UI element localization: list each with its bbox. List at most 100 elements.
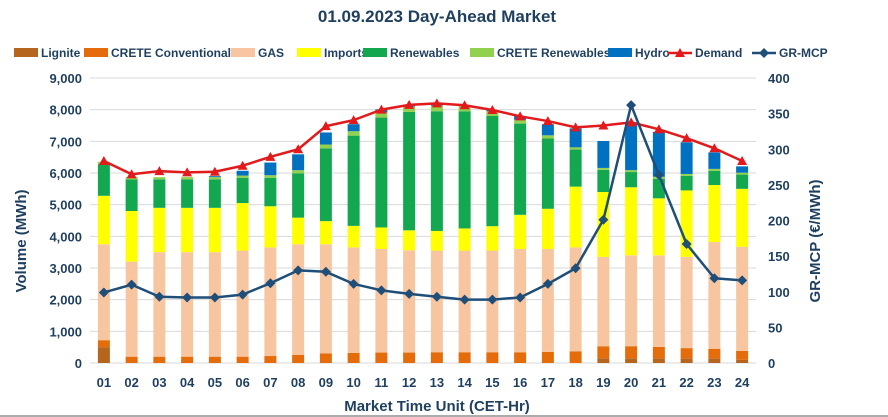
legend-item-gr-mcp: GR-MCP [752,46,828,60]
x-tick-label: 24 [735,375,750,390]
y-tick-label: 3,000 [49,261,82,276]
x-axis-label: Market Time Unit (CET-Hr) [344,398,530,415]
bar-crete-conventional [375,352,388,363]
bar-gas [680,256,693,349]
bar-crete-renewables [625,170,638,173]
bar-renewables [403,111,416,231]
point-gr-mcp [431,291,442,302]
bar-imports [541,208,554,249]
legend-label: Renewables [390,46,460,60]
bar-hydro [541,124,554,136]
bar-gas [652,255,665,347]
legend-item-imports: Imports [297,46,368,60]
gridlines [90,77,756,364]
bar-crete-conventional [153,356,166,363]
bar-crete-conventional [541,351,554,363]
point-gr-mcp [376,285,387,296]
legend-label: CRETE Conventional [111,46,231,60]
y2-axis-label: GR-MCP (€/MWh) [807,179,824,302]
y-tick-label: 9,000 [49,71,82,86]
legend-item-demand: Demand [668,46,742,60]
bar-renewables [264,177,277,207]
bar-hydro [347,124,360,132]
point-demand [626,117,637,127]
y-axis-ticks: 0 1,000 2,000 3,000 4,000 5,000 6,000 7,000 8,00… [49,71,82,371]
bar-renewables [208,179,221,208]
bar-renewables [236,177,249,204]
legend-label: GAS [258,46,284,60]
x-tick-label: 14 [457,375,472,390]
bar-imports [125,211,138,262]
point-gr-mcp [542,278,553,289]
point-demand [542,116,553,126]
bar-gas [736,246,749,351]
bar-hydro [625,122,638,171]
bar-crete-conventional [569,351,582,363]
stacked-bars [97,103,749,363]
bar-imports [208,207,221,253]
x-tick-label: 09 [319,375,333,390]
chart-title: 01.09.2023 Day-Ahead Market [318,7,556,26]
bar-renewables [153,179,166,208]
legend-label: CRETE Renewables [497,46,611,60]
y-tick-label: 4,000 [49,229,82,244]
bar-crete-renewables [236,175,249,178]
bar-hydro [292,154,305,171]
bar-crete-renewables [680,173,693,176]
point-gr-mcp [154,291,165,302]
bar-crete-renewables [597,167,610,170]
x-tick-label: 20 [624,375,638,390]
x-tick-label: 04 [180,375,195,390]
point-gr-mcp [209,292,220,303]
y2-tick-label: 200 [768,214,790,229]
legend: Lignite CRETE Conventional GAS Imports Renew… [14,46,828,60]
bar-crete-conventional [403,352,416,363]
point-demand [154,166,165,176]
x-tick-label: 01 [97,375,111,390]
bar-crete-renewables [319,144,332,149]
bar-crete-conventional [264,356,277,363]
y-axis-label: Volume (MWh) [13,189,30,292]
point-demand [98,155,109,165]
point-gr-mcp [515,292,526,303]
bar-crete-renewables [292,170,305,174]
bar-gas [264,247,277,357]
bar-renewables [708,170,721,186]
bar-renewables [597,169,610,192]
bar-lignite [652,358,665,363]
x-tick-label: 05 [208,375,222,390]
point-gr-mcp [570,263,581,274]
bar-gas [347,247,360,353]
point-gr-mcp [293,265,304,276]
bar-crete-conventional [125,356,138,363]
point-demand [653,124,664,134]
bar-renewables [430,111,443,231]
bar-imports [652,198,665,256]
bar-crete-renewables [347,131,360,136]
bar-crete-renewables [514,119,527,124]
bar-renewables [680,175,693,191]
bar-renewables [625,172,638,188]
bar-renewables [458,111,471,229]
bar-imports [97,195,110,245]
y2-axis-ticks: 0 50 100 150 200 250 300 350 400 [768,71,790,371]
bar-renewables [125,179,138,211]
bar-crete-renewables [430,105,443,112]
point-gr-mcp [653,169,664,180]
bar-crete-conventional [514,352,527,363]
bar-imports [403,230,416,251]
bar-renewables [97,164,110,196]
legend-swatch [231,48,255,57]
point-gr-mcp [709,273,720,284]
bar-renewables [569,149,582,187]
bar-hydro [264,162,277,176]
bar-imports [680,190,693,257]
bar-gas [125,261,138,357]
bar-crete-renewables [153,177,166,180]
x-tick-label: 08 [291,375,305,390]
bar-crete-conventional [347,352,360,363]
point-demand [209,166,220,176]
y2-tick-label: 50 [768,320,782,335]
point-demand [265,151,276,161]
x-tick-label: 13 [430,375,444,390]
